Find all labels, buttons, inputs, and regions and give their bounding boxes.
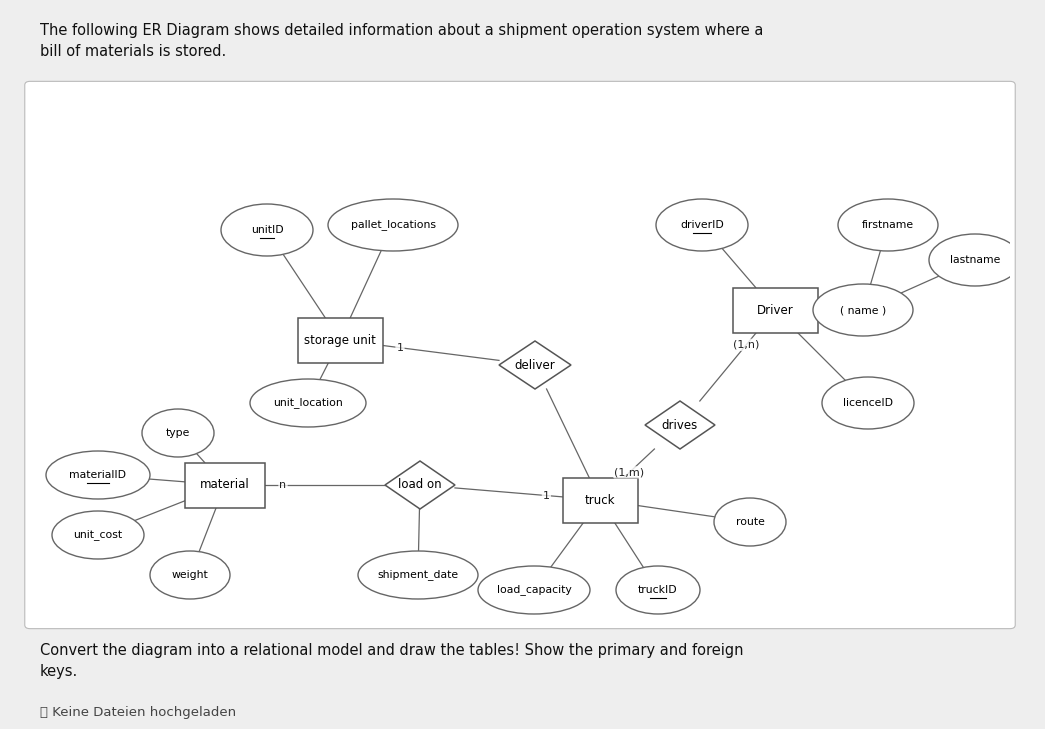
Text: material: material — [201, 478, 250, 491]
Bar — [733, 287, 817, 332]
Text: truckID: truckID — [638, 585, 678, 595]
Text: unit_location: unit_location — [273, 397, 343, 408]
Text: (1,n): (1,n) — [733, 340, 760, 350]
Text: The following ER Diagram shows detailed information about a shipment operation s: The following ER Diagram shows detailed … — [40, 23, 763, 59]
Text: firstname: firstname — [862, 220, 914, 230]
Ellipse shape — [813, 284, 913, 336]
Polygon shape — [500, 341, 571, 389]
Text: pallet_locations: pallet_locations — [350, 219, 436, 230]
Bar — [185, 462, 265, 507]
Ellipse shape — [714, 498, 786, 546]
Bar — [298, 318, 382, 362]
Text: load_capacity: load_capacity — [496, 585, 572, 596]
Text: n: n — [279, 480, 286, 490]
Text: deliver: deliver — [514, 359, 555, 372]
Text: load on: load on — [398, 478, 442, 491]
Text: 1: 1 — [542, 491, 550, 501]
Text: drives: drives — [661, 418, 698, 432]
Text: route: route — [736, 517, 765, 527]
Ellipse shape — [46, 451, 150, 499]
Ellipse shape — [838, 199, 938, 251]
Text: shipment_date: shipment_date — [377, 569, 459, 580]
Text: truck: truck — [585, 494, 616, 507]
Polygon shape — [645, 401, 715, 449]
Ellipse shape — [250, 379, 366, 427]
Ellipse shape — [822, 377, 914, 429]
Text: materialID: materialID — [70, 470, 126, 480]
Text: unit_cost: unit_cost — [73, 529, 122, 540]
Bar — [562, 477, 637, 523]
Ellipse shape — [52, 511, 144, 559]
Text: lastname: lastname — [950, 255, 1000, 265]
Ellipse shape — [656, 199, 748, 251]
Ellipse shape — [478, 566, 590, 614]
Polygon shape — [385, 461, 455, 509]
Ellipse shape — [929, 234, 1021, 286]
Ellipse shape — [358, 551, 478, 599]
Ellipse shape — [328, 199, 458, 251]
Ellipse shape — [220, 204, 314, 256]
Ellipse shape — [150, 551, 230, 599]
Text: Convert the diagram into a relational model and draw the tables! Show the primar: Convert the diagram into a relational mo… — [40, 643, 743, 679]
Text: licenceID: licenceID — [843, 398, 893, 408]
Ellipse shape — [142, 409, 214, 457]
Text: ( name ): ( name ) — [840, 305, 886, 315]
Text: driverID: driverID — [680, 220, 724, 230]
Text: 1: 1 — [396, 343, 403, 353]
Text: ⎙ Keine Dateien hochgeladen: ⎙ Keine Dateien hochgeladen — [40, 706, 236, 719]
Text: type: type — [166, 428, 190, 438]
Text: weight: weight — [171, 570, 208, 580]
Text: storage unit: storage unit — [304, 333, 376, 346]
Text: (1,m): (1,m) — [614, 467, 645, 477]
Text: unitID: unitID — [251, 225, 283, 235]
Text: Driver: Driver — [757, 303, 793, 316]
Ellipse shape — [616, 566, 700, 614]
